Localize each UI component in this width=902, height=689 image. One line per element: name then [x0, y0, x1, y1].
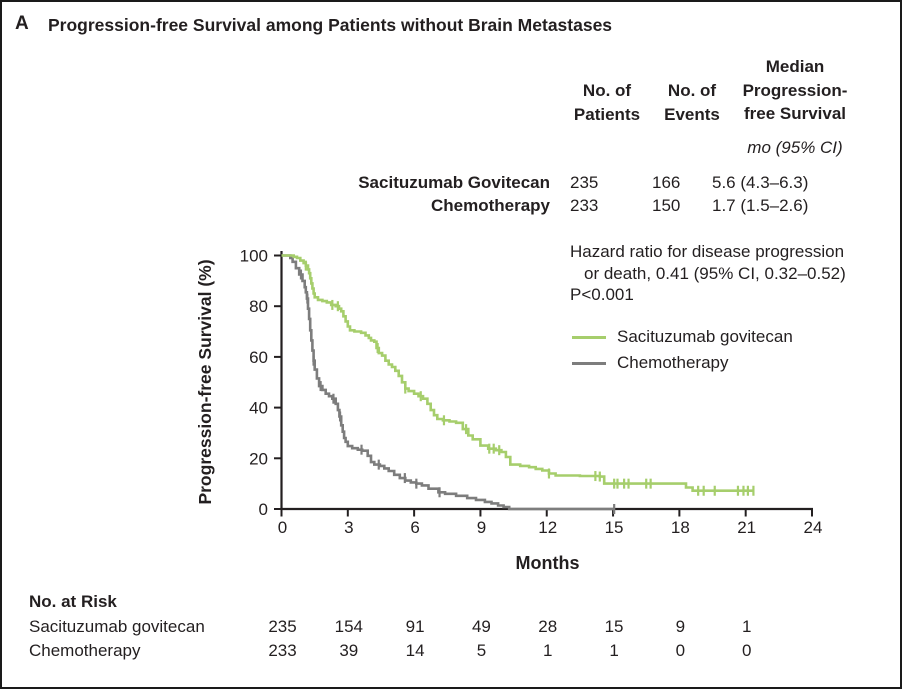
x-tick-label: 12	[538, 518, 557, 537]
y-tick-label: 60	[249, 348, 268, 367]
x-tick-label: 24	[804, 518, 823, 537]
at-risk-count: 14	[405, 641, 425, 660]
at-risk-count: 235	[268, 617, 297, 636]
x-tick-label: 6	[410, 518, 419, 537]
x-tick-label: 18	[671, 518, 690, 537]
annotation-line-2: or death, 0.41 (95% CI, 0.32–0.52)	[584, 263, 846, 283]
at-risk-count: 5	[476, 641, 487, 660]
at-risk-count: 15	[604, 617, 624, 636]
legend-item-chemotherapy: Chemotherapy	[572, 350, 793, 376]
stats-value-events: 150	[652, 196, 681, 215]
y-tick-label: 80	[249, 297, 268, 316]
at-risk-count: 0	[741, 641, 752, 660]
at-risk-count: 1	[741, 617, 752, 636]
x-tick-label: 9	[477, 518, 486, 537]
legend-item-sacituzumab: Sacituzumab govitecan	[572, 324, 793, 350]
at-risk-count: 49	[471, 617, 491, 636]
column-header-events: No. of Events	[664, 81, 720, 124]
at-risk-count: 39	[339, 641, 359, 660]
survival-curve-sacituzumab-govitecan	[281, 254, 754, 492]
x-tick-label: 3	[344, 518, 353, 537]
survival-curve-chemotherapy	[281, 254, 615, 511]
stats-row-label-sacituzumab: Sacituzumab Govitecan	[358, 173, 550, 192]
legend-line-swatch	[572, 361, 606, 365]
legend-line-swatch	[572, 335, 606, 339]
annotation-line-1: Hazard ratio for disease progression	[570, 242, 845, 261]
stats-value-patients: 235	[570, 173, 599, 192]
hazard-ratio-annotation: Hazard ratio for disease progression or …	[570, 241, 846, 306]
at-risk-count: 1	[543, 641, 553, 660]
y-axis-title: Progression-free Survival (%)	[195, 259, 215, 504]
legend: Sacituzumab govitecan Chemotherapy	[572, 324, 793, 376]
y-tick-label: 20	[249, 449, 268, 468]
x-tick-label: 21	[737, 518, 756, 537]
stats-value-events: 166	[652, 173, 681, 192]
stats-value-patients: 233	[570, 196, 599, 215]
stats-value-median: 5.6 (4.3–6.3)	[712, 173, 809, 192]
legend-label: Chemotherapy	[617, 353, 729, 372]
at-risk-row-label-sacituzumab: Sacituzumab govitecan	[29, 617, 205, 636]
at-risk-count: 1	[609, 641, 619, 660]
at-risk-title: No. at Risk	[29, 592, 117, 611]
y-tick-label: 40	[249, 399, 268, 418]
stats-row-label-chemotherapy: Chemotherapy	[430, 196, 550, 215]
annotation-line-3: P<0.001	[570, 285, 634, 304]
at-risk-count: 154	[334, 617, 363, 636]
x-axis-title: Months	[515, 553, 580, 573]
y-tick-label: 0	[259, 500, 268, 519]
x-tick-label: 15	[605, 518, 624, 537]
panel-letter: A	[15, 13, 29, 34]
y-tick-label: 100	[240, 247, 268, 266]
at-risk-count: 233	[268, 641, 297, 660]
at-risk-row-label-chemotherapy: Chemotherapy	[29, 641, 141, 660]
column-units-label: mo (95% CI)	[747, 138, 843, 157]
figure-title: Progression-free Survival among Patients…	[48, 15, 613, 35]
at-risk-count: 28	[538, 617, 558, 636]
legend-label: Sacituzumab govitecan	[617, 327, 793, 346]
column-header-median-pfs: Median Progression- free Survival	[742, 57, 848, 123]
at-risk-count: 91	[405, 617, 425, 636]
stats-value-median: 1.7 (1.5–2.6)	[712, 196, 809, 215]
column-header-patients: No. of Patients	[573, 81, 641, 124]
at-risk-count: 0	[675, 641, 686, 660]
x-tick-label: 0	[278, 518, 287, 537]
at-risk-count: 9	[675, 617, 686, 636]
